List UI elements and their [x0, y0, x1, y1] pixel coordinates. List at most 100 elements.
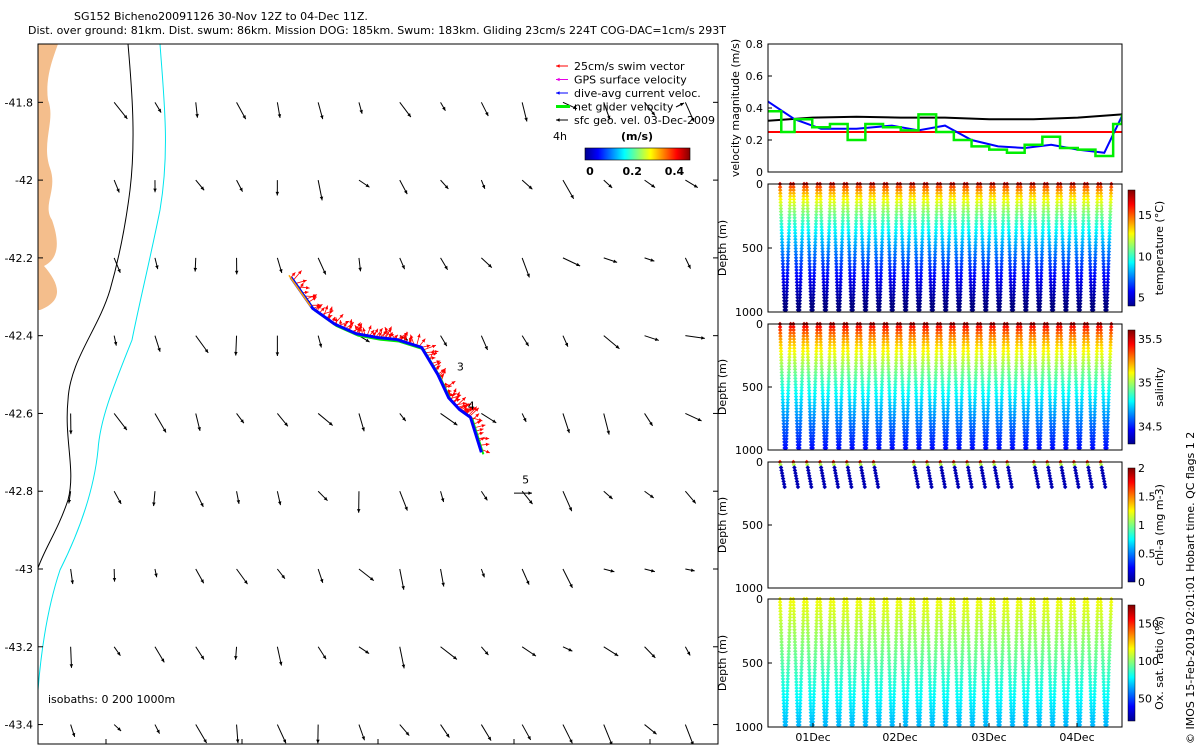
map-ytick-label: -42 — [15, 174, 33, 187]
temperature-sample — [795, 295, 800, 300]
swim-vector-arrow-head — [463, 406, 468, 411]
temperature-sample — [824, 289, 830, 294]
temperature-sample — [811, 286, 816, 291]
sfc-current-arrow-head — [690, 568, 695, 572]
legend-speed-note: 4h — [553, 130, 567, 143]
swim-vector-arrow-head — [404, 331, 408, 336]
swim-vector-arrow-head — [334, 317, 338, 322]
sfc-current-arrow-head — [615, 345, 620, 349]
swim-vector-arrow-head — [409, 338, 413, 343]
sfc-current-arrow-head — [572, 105, 577, 109]
temperature-sample — [798, 283, 803, 288]
swim-vector-arrow-head — [437, 362, 442, 366]
sfc-current-arrow-head — [481, 573, 485, 578]
temperature-sample — [825, 255, 831, 260]
sfc-current-arrow-head — [123, 426, 127, 431]
sfc-current-arrow-head — [123, 114, 128, 119]
map-ytick-label: -42.4 — [5, 330, 33, 343]
sfc-current-arrow-head — [113, 341, 118, 346]
temperature-sample — [820, 264, 826, 270]
temperature-sample — [824, 283, 830, 288]
map-xtick-label: 149 — [232, 748, 253, 750]
colorbar-tick-label: 0 — [586, 165, 594, 178]
sfc-current-arrow-head — [195, 113, 199, 118]
temperature-sample — [798, 280, 803, 285]
swim-vector-arrow-head — [378, 331, 382, 336]
temperature-sample — [812, 267, 817, 273]
temperature-sample — [825, 273, 830, 279]
temperature-sample — [783, 304, 789, 310]
velocity-ytick-label: 0.4 — [746, 102, 764, 115]
sfc-current-arrow-head — [528, 500, 533, 505]
velocity-ytick-label: 0.2 — [746, 134, 764, 147]
swim-vector-arrow-head — [370, 329, 375, 334]
sfc-current-arrow-head — [483, 496, 488, 501]
velocity-ylabel: velocity magnitude (m/s) — [729, 39, 742, 177]
sfc-current-arrow-head — [606, 430, 610, 435]
sfc-current-arrow-head — [649, 421, 653, 426]
sfc-current-arrow-head — [564, 342, 569, 347]
temperature-sample — [811, 276, 817, 282]
temperature-sample — [780, 255, 785, 260]
swim-vector-arrow-head — [463, 405, 468, 409]
sfc-current-arrow-head — [687, 264, 691, 269]
day-mark-label: 4 — [468, 400, 475, 413]
temperature-sample — [824, 286, 830, 291]
sfc-current-arrow-head — [608, 495, 613, 499]
sfc-current-arrow-head — [650, 569, 655, 573]
temperature-ytick-label: 500 — [742, 242, 763, 255]
temperature-sample — [821, 289, 827, 294]
swim-vector-arrow-head — [345, 320, 350, 325]
sfc-current-arrow — [562, 491, 573, 512]
sfc-current-arrow-head — [157, 347, 161, 352]
sfc-current-arrow-head — [401, 265, 405, 270]
temperature-sample — [808, 295, 814, 300]
temperature-sample — [784, 295, 789, 300]
sfc-current-arrow-head — [155, 265, 159, 270]
sfc-current-arrow-head — [279, 269, 283, 274]
sfc-current-arrow-head — [613, 259, 618, 263]
temperature-sample — [797, 301, 802, 307]
temperature-sample — [807, 270, 813, 276]
sfc-current-arrow-head — [244, 580, 248, 585]
temperature-sample — [812, 255, 817, 260]
swim-vector-arrow-head — [312, 297, 317, 301]
swim-vector-arrow-head — [388, 326, 392, 331]
temperature-sample — [810, 307, 816, 313]
temperature-sample — [781, 280, 786, 285]
sfc-current-arrow-head — [527, 735, 531, 740]
isobath-200 — [38, 44, 134, 569]
legend-label: net glider velocity — [574, 101, 674, 114]
temperature-sample — [795, 289, 800, 294]
day-mark-label: 3 — [457, 361, 464, 374]
sfc-current-arrow-head — [70, 580, 74, 585]
temperature-sample — [780, 258, 786, 264]
salinity-colorbar-tick: 34.5 — [1138, 420, 1163, 433]
sfc-current-arrow-head — [358, 267, 362, 272]
sfc-current-arrow-head — [487, 736, 492, 741]
temperature-sample — [798, 273, 803, 279]
swim-vector-arrow-head — [359, 324, 363, 329]
sfc-current-arrow-head — [319, 196, 324, 201]
map-ytick-label: -42.2 — [5, 252, 33, 265]
sfc-current-arrow-head — [162, 428, 167, 433]
swim-vector-arrow-head — [462, 401, 467, 406]
temperature-sample — [781, 292, 787, 297]
temperature-sample — [825, 276, 830, 282]
sfc-current-arrow-head — [281, 574, 285, 579]
sfc-current-arrow-head — [403, 190, 408, 195]
swim-vector-arrow-head — [442, 369, 446, 374]
speed-colorbar — [584, 147, 691, 161]
sfc-current-arrow-head — [316, 739, 320, 744]
figure-title: SG152 Bicheno20091126 30-Nov 12Z to 04-D… — [74, 10, 368, 23]
temperature-sample — [784, 283, 790, 288]
temperature-sample — [797, 304, 802, 310]
temperature-sample — [807, 258, 812, 264]
sfc-current-arrow-head — [240, 419, 244, 424]
sfc-current-arrow-head — [112, 578, 117, 582]
temperature-sample — [784, 301, 789, 307]
velocity-panel: 00.20.40.60.8 velocity magnitude (m/s) — [729, 38, 1123, 179]
swim-vector-arrow-head — [410, 334, 414, 339]
